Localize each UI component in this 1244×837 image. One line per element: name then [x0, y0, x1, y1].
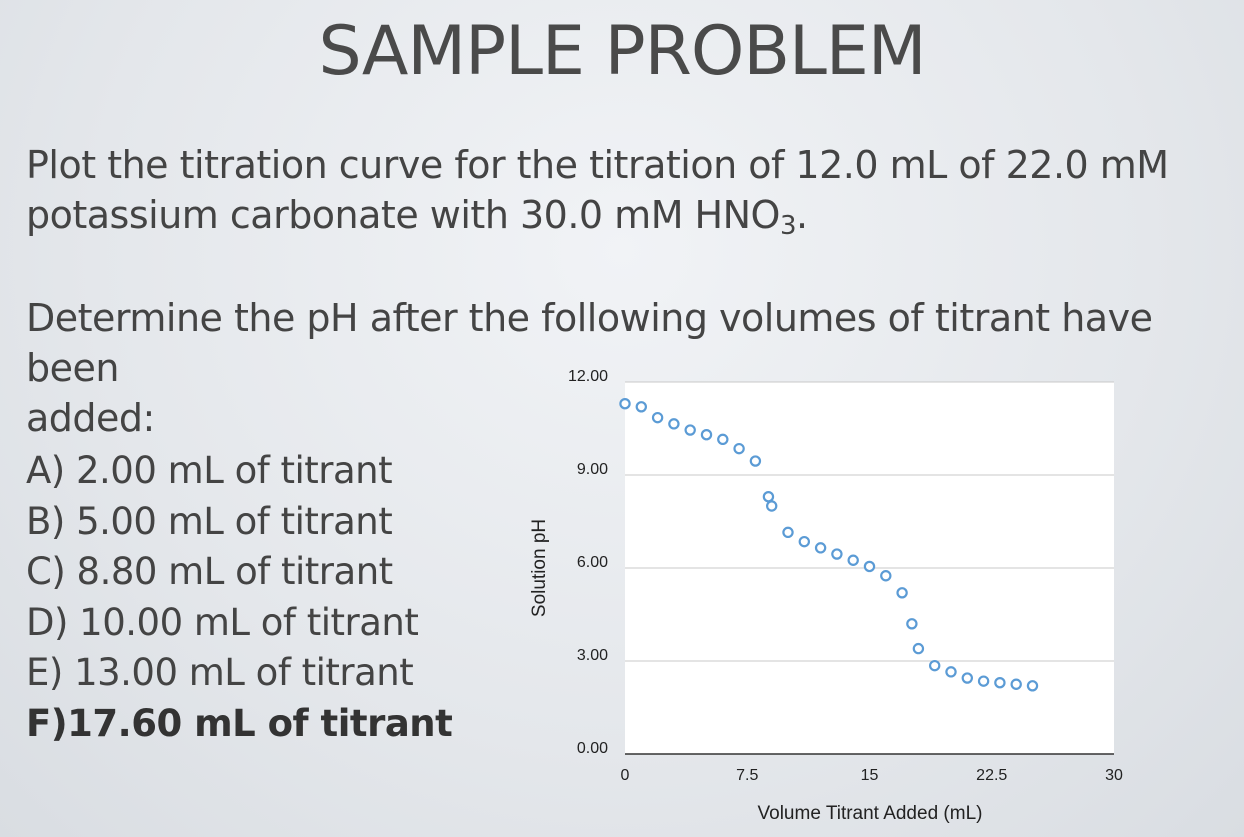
- data-point: [733, 442, 745, 455]
- data-point: [863, 560, 876, 573]
- data-point: [700, 428, 713, 441]
- option-f: F)17.60 mL of titrant: [26, 701, 453, 745]
- data-point: [814, 542, 827, 554]
- data-point: [912, 642, 925, 655]
- titrant-volume-list: A) 2.00 mL of titrant B) 5.00 mL of titr…: [26, 446, 453, 749]
- y-tick-label: 6.00: [577, 554, 608, 571]
- y-axis-label: Solution pH: [529, 519, 550, 617]
- option-a: A) 2.00 mL of titrant: [26, 449, 393, 492]
- data-point: [749, 455, 762, 467]
- data-point: [880, 570, 892, 582]
- y-tick-label: 0.00: [577, 740, 608, 757]
- problem-statement: Plot the titration curve for the titrati…: [26, 140, 1226, 251]
- question-line-2: added:: [26, 396, 155, 440]
- data-point: [831, 548, 843, 560]
- data-point: [684, 424, 696, 436]
- data-point: [1010, 678, 1022, 690]
- data-point: [619, 398, 631, 410]
- x-tick-label: 7.5: [736, 767, 758, 784]
- x-tick-label: 0: [621, 767, 630, 784]
- data-point: [635, 401, 648, 413]
- problem-line-1: Plot the titration curve for the titrati…: [26, 143, 1169, 187]
- x-axis-label: Volume Titrant Added (mL): [758, 803, 983, 824]
- data-point: [717, 433, 729, 446]
- y-tick-label: 9.00: [577, 461, 608, 478]
- x-tick-label: 22.5: [976, 767, 1007, 784]
- question-line-1: Determine the pH after the following vol…: [26, 296, 1153, 390]
- slide-title: SAMPLE PROBLEM: [318, 12, 926, 91]
- data-point: [668, 418, 680, 430]
- data-point: [977, 675, 990, 687]
- data-point: [847, 554, 859, 566]
- data-point: [766, 500, 778, 512]
- y-tick-label: 12.00: [568, 368, 608, 385]
- problem-line-2-text: potassium carbonate with 30.0 mM HNO: [26, 193, 780, 237]
- problem-line-2-period: .: [796, 193, 808, 237]
- data-point: [945, 666, 957, 678]
- data-point: [798, 535, 810, 548]
- option-b: B) 5.00 mL of titrant: [26, 499, 393, 543]
- data-point: [961, 672, 973, 684]
- x-tick-labels: 0 7.5 15 22.5 30: [621, 767, 1123, 784]
- option-c: C) 8.80 mL of titrant: [26, 550, 393, 593]
- y-tick-labels: 0.00 3.00 6.00 9.00 12.00: [568, 368, 608, 757]
- titration-curve-chart: 0.00 3.00 6.00 9.00 12.00 0 7.5 15 22.5 30 Solut…: [529, 368, 1123, 824]
- data-point: [782, 526, 794, 539]
- y-tick-label: 3.00: [577, 647, 608, 664]
- problem-line-2: potassium carbonate with 30.0 mM HNO3.: [26, 190, 1226, 251]
- x-tick-label: 15: [861, 767, 879, 784]
- data-point: [906, 618, 918, 630]
- data-point: [1026, 680, 1039, 692]
- data-points: [619, 398, 1039, 692]
- option-e: E) 13.00 mL of titrant: [26, 651, 414, 694]
- nitric-acid-subscript: 3: [779, 211, 797, 241]
- option-d: D) 10.00 mL of titrant: [26, 600, 419, 644]
- data-point: [762, 490, 775, 503]
- x-tick-label: 30: [1105, 767, 1123, 784]
- question-statement: Determine the pH after the following vol…: [26, 293, 1226, 443]
- data-point: [651, 411, 664, 424]
- gridlines: [625, 381, 1114, 755]
- data-point: [994, 677, 1006, 689]
- data-point: [929, 659, 941, 672]
- data-point: [896, 587, 908, 599]
